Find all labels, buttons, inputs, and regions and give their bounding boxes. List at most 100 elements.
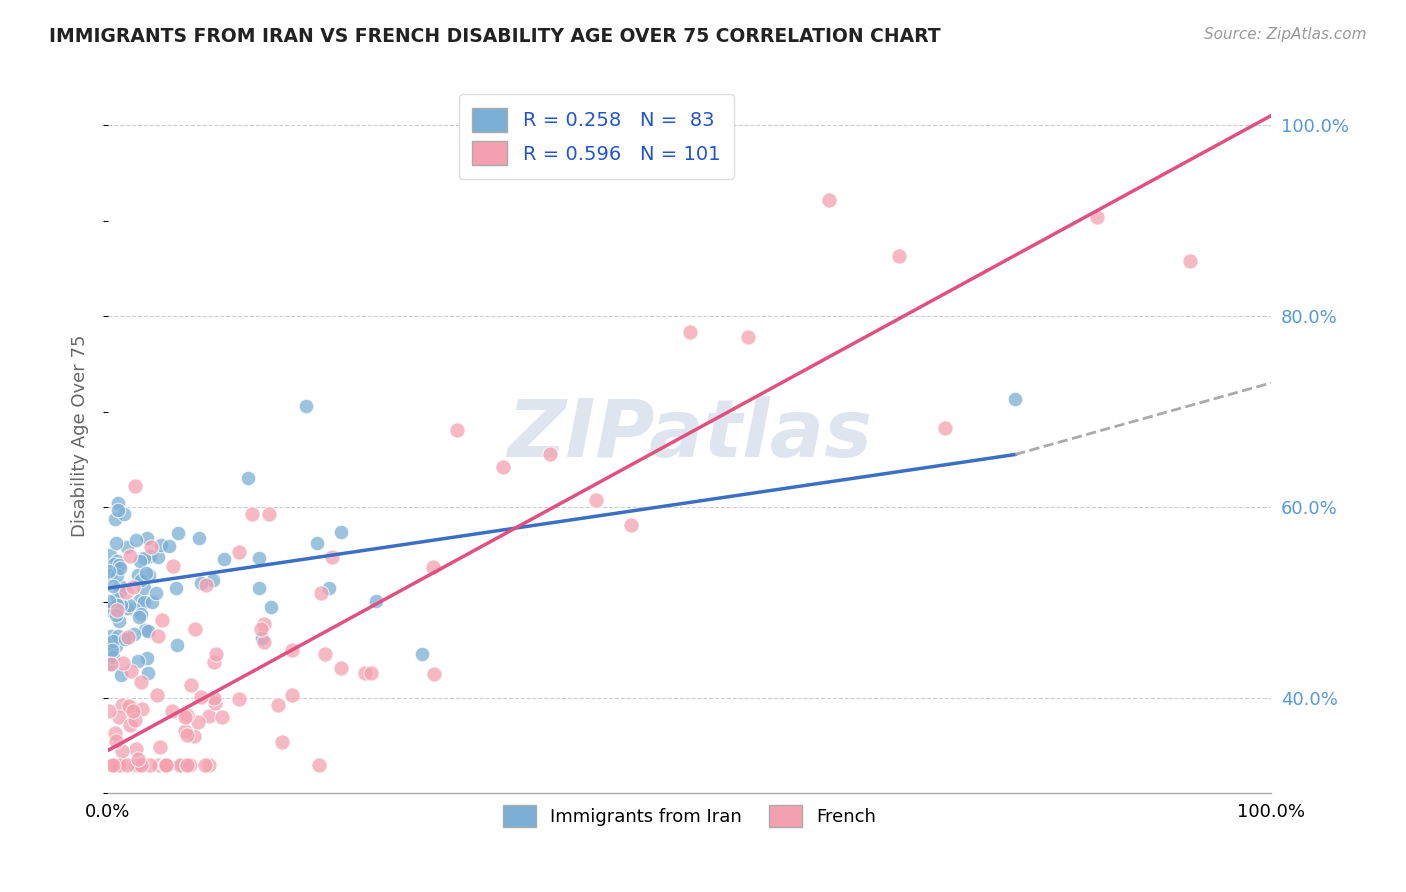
Point [124,757,146,772]
Point [101,579,124,593]
Point [107,629,129,643]
Point [110,757,132,772]
Point [201,573,224,587]
Point [128,592,150,607]
Point [100,643,122,657]
Point [98,704,121,718]
Point [127,752,149,766]
Point [115,584,138,599]
Point [134,624,156,638]
Point [321,549,343,564]
Point [934,421,956,435]
Point [228,545,250,559]
Point [124,714,146,728]
Point [194,757,217,772]
Point [294,399,316,413]
Point [311,586,333,600]
Point [492,460,515,475]
Point [228,692,250,706]
Point [212,552,235,566]
Point [253,635,276,649]
Point [150,538,173,552]
Point [737,330,759,344]
Point [105,554,128,568]
Point [117,598,139,612]
Point [818,194,841,208]
Point [108,579,131,593]
Point [184,622,207,636]
Point [118,718,141,732]
Point [167,525,190,540]
Point [172,757,194,772]
Point [110,598,132,612]
Point [105,640,128,654]
Point [131,702,153,716]
Point [329,525,352,540]
Point [195,578,218,592]
Point [98,657,121,671]
Point [187,532,209,546]
Point [131,757,153,772]
Point [364,593,387,607]
Point [112,508,135,522]
Text: Source: ZipAtlas.com: Source: ZipAtlas.com [1204,27,1367,42]
Point [271,735,294,749]
Point [107,502,129,516]
Point [160,704,183,718]
Point [107,757,129,772]
Point [105,598,128,612]
Point [259,507,281,521]
Point [101,634,124,648]
Point [100,643,122,657]
Point [111,698,134,713]
Point [166,638,188,652]
Point [183,729,205,743]
Point [128,554,150,568]
Point [98,603,121,617]
Point [134,550,156,565]
Point [678,326,700,340]
Point [136,624,159,638]
Point [122,704,145,718]
Point [174,724,197,739]
Point [205,647,228,661]
Point [100,757,122,772]
Point [108,614,131,628]
Point [108,757,131,772]
Point [247,550,270,565]
Point [149,740,172,755]
Point [354,665,377,680]
Point [202,690,225,705]
Point [260,599,283,614]
Point [157,539,180,553]
Point [98,548,121,562]
Point [250,622,273,636]
Point [115,600,138,615]
Point [127,654,149,668]
Point [411,647,433,661]
Point [136,651,159,665]
Point [281,689,304,703]
Point [1178,253,1201,268]
Point [307,536,329,550]
Point [145,586,167,600]
Point [150,613,173,627]
Point [1085,210,1108,224]
Point [110,667,132,681]
Point [104,512,127,526]
Point [114,632,136,646]
Point [129,757,152,772]
Point [148,549,170,564]
Text: IMMIGRANTS FROM IRAN VS FRENCH DISABILITY AGE OVER 75 CORRELATION CHART: IMMIGRANTS FROM IRAN VS FRENCH DISABILIT… [49,27,941,45]
Point [124,742,146,756]
Point [240,507,263,521]
Point [329,661,352,675]
Point [155,757,177,772]
Point [318,581,340,595]
Point [129,573,152,587]
Point [176,729,198,743]
Point [1004,392,1026,406]
Point [141,540,163,554]
Point [202,655,225,669]
Point [153,757,176,772]
